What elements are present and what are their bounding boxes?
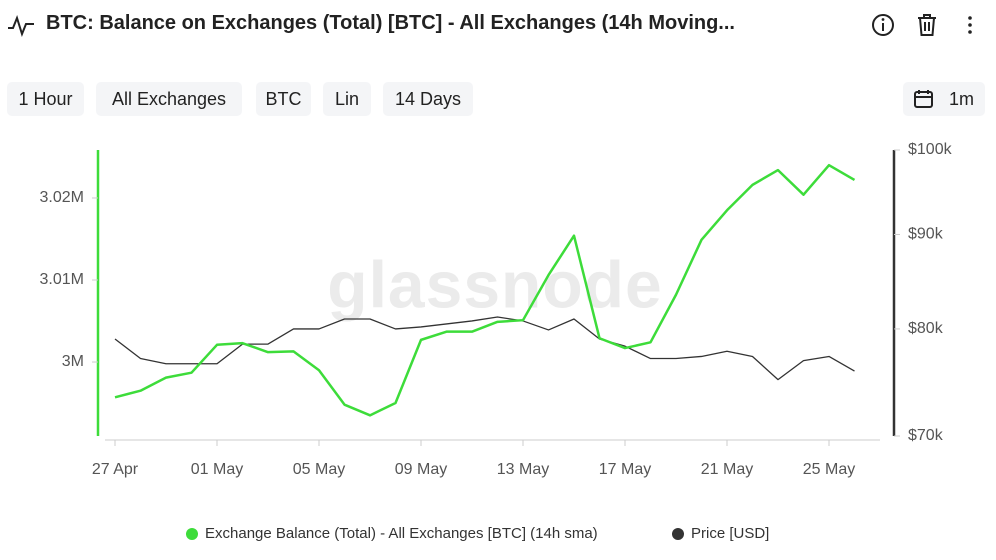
exchange-button[interactable]: All Exchanges — [96, 82, 242, 116]
x-tick-label: 05 May — [293, 461, 345, 478]
asset-button[interactable]: BTC — [256, 82, 311, 116]
scale-button[interactable]: Lin — [323, 82, 371, 116]
x-tick-label: 09 May — [395, 461, 447, 478]
legend-label: Exchange Balance (Total) - All Exchanges… — [205, 525, 598, 542]
calendar-icon — [914, 90, 933, 108]
delete-icon[interactable] — [914, 12, 940, 38]
legend-swatch — [186, 528, 198, 540]
more-icon[interactable] — [960, 12, 980, 38]
y2-tick-label: $80k — [908, 320, 944, 337]
legend-swatch — [672, 528, 684, 540]
y-tick-label: 3.02M — [40, 189, 84, 206]
series-line — [114, 316, 855, 381]
sma-button[interactable]: 14 Days — [383, 82, 473, 116]
chart-icon — [8, 15, 34, 37]
y2-tick-label: $100k — [908, 141, 953, 158]
y-tick-label: 3.01M — [40, 271, 84, 288]
legend-label: Price [USD] — [691, 525, 769, 542]
x-tick-label: 27 Apr — [92, 461, 139, 478]
series-line — [114, 163, 856, 417]
x-tick-label: 01 May — [191, 461, 243, 478]
x-tick-label: 17 May — [599, 461, 651, 478]
title: BTC: Balance on Exchanges (Total) [BTC] … — [46, 12, 735, 34]
x-tick-label: 25 May — [803, 461, 855, 478]
x-tick-label: 13 May — [497, 461, 549, 478]
range-button[interactable]: 1m — [903, 82, 985, 116]
y2-tick-label: $90k — [908, 226, 944, 243]
x-tick-label: 21 May — [701, 461, 753, 478]
y2-tick-label: $70k — [908, 427, 944, 444]
chart: glassnode 3M 3.01M 3.02M $70k $80k $90k $100k 27… — [40, 141, 953, 542]
y-tick-label: 3M — [62, 353, 84, 370]
resolution-button[interactable]: 1 Hour — [7, 82, 84, 116]
range-label: 1m — [949, 89, 975, 109]
info-icon[interactable] — [870, 12, 896, 38]
watermark: glassnode — [327, 247, 662, 321]
